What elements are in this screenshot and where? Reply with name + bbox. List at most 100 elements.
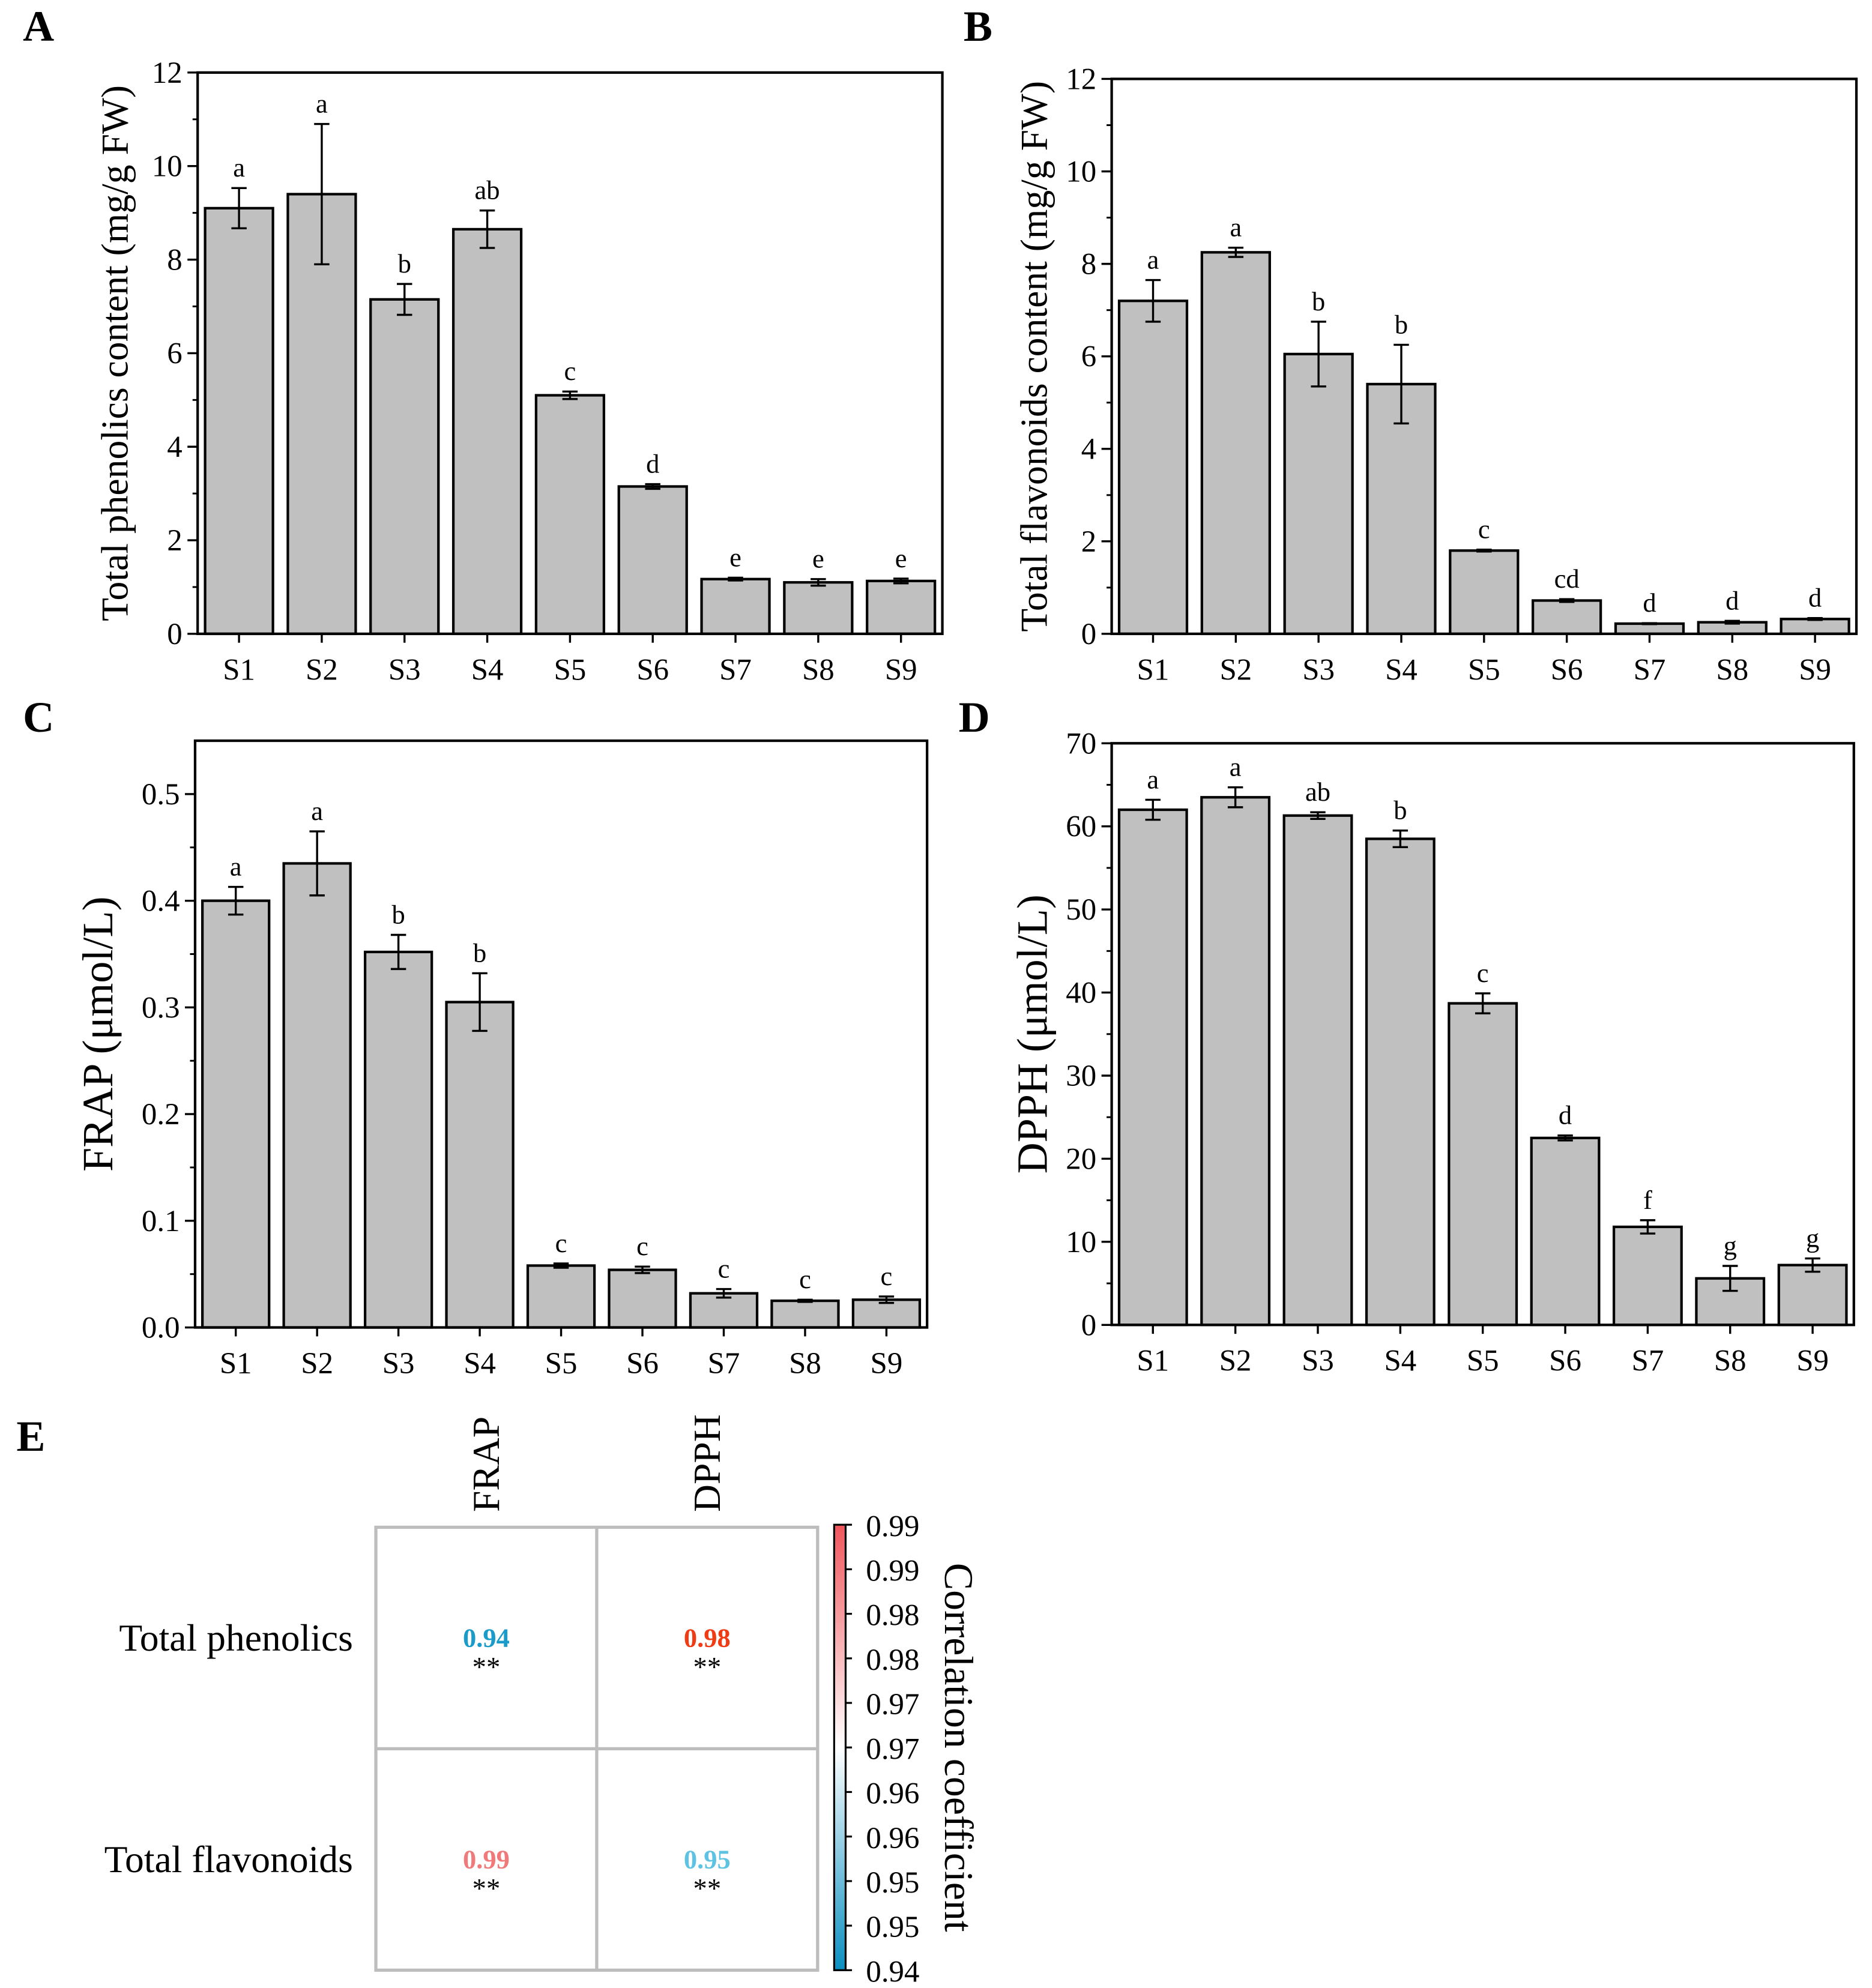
error-bar (716, 1288, 732, 1299)
significance-letter: c (555, 1228, 567, 1258)
y-tick-label: 30 (1066, 1059, 1096, 1093)
bar-S7 (700, 577, 771, 636)
y-tick-label: 4 (167, 430, 182, 464)
significance-mark: ** (693, 1873, 722, 1904)
y-tick-label: 0.5 (142, 778, 180, 812)
significance-letter: c (881, 1261, 893, 1291)
x-tick-label: S8 (789, 1347, 821, 1381)
x-tick-label: S5 (1467, 1345, 1499, 1378)
significance-letter: g (1724, 1230, 1737, 1261)
error-bar (1310, 811, 1326, 820)
error-bar (1392, 829, 1409, 849)
y-tick-label: 6 (1081, 340, 1096, 374)
y-axis-title: Total phenolics content (mg/g FW) (94, 85, 136, 621)
colorbar-tick-label: 0.99 (866, 1554, 919, 1588)
y-tick-label: 40 (1066, 977, 1096, 1010)
significance-letter: c (1478, 514, 1490, 544)
significance-letter: e (729, 542, 741, 572)
colorbar (833, 1523, 847, 1971)
panel-label: B (964, 2, 992, 50)
bar-S1 (1117, 300, 1189, 636)
x-tick-label: S2 (306, 653, 338, 687)
x-tick-label: S1 (1137, 653, 1170, 687)
bar-S5 (1448, 1002, 1518, 1327)
error-bar (635, 1265, 650, 1274)
error-bar (1145, 279, 1161, 323)
significance-letter: e (895, 543, 907, 573)
plot-frame (193, 739, 929, 1329)
y-tick-label: 12 (1066, 62, 1096, 96)
y-tick-label: 10 (152, 150, 183, 184)
x-tick-label: S4 (1384, 1345, 1416, 1378)
panel-label: A (23, 2, 54, 50)
correlation-value: 0.99 (463, 1845, 510, 1875)
significance-letter: b (473, 938, 486, 968)
x-tick-label: S8 (1714, 1345, 1747, 1378)
bar-S4 (1366, 382, 1437, 636)
error-bar (228, 885, 244, 916)
y-tick-label: 20 (1066, 1142, 1096, 1176)
y-tick-label: 8 (1081, 248, 1096, 282)
x-tick-label: S3 (382, 1347, 415, 1381)
bar-S9 (866, 579, 937, 636)
bar-S2 (1200, 796, 1271, 1327)
bar-S7 (1612, 1225, 1683, 1327)
significance-letter: b (391, 899, 405, 929)
colorbar-tick-label: 0.98 (866, 1599, 919, 1633)
bar-S4 (1365, 837, 1436, 1327)
significance-letter: d (646, 449, 659, 479)
x-tick-label: S7 (1632, 1345, 1664, 1378)
y-tick-label: 70 (1066, 727, 1096, 761)
significance-letter: c (636, 1231, 648, 1261)
y-tick-label: 10 (1066, 155, 1096, 189)
x-tick-label: S6 (636, 653, 669, 687)
x-tick-label: S4 (1385, 653, 1418, 687)
significance-letter: d (1726, 585, 1739, 615)
significance-letter: a (311, 796, 323, 826)
colorbar-tick-label: 0.95 (866, 1866, 919, 1900)
error-bar (728, 576, 743, 582)
significance-letter: b (1312, 286, 1325, 316)
significance-letter: e (812, 544, 824, 574)
x-tick-label: S4 (463, 1347, 496, 1381)
error-bar (1228, 246, 1244, 258)
colorbar-tick-label: 0.95 (866, 1911, 919, 1944)
significance-letter: a (1230, 752, 1242, 782)
significance-letter: a (316, 88, 328, 118)
error-bar (1476, 549, 1492, 553)
panel-C: Ca S1 a S2 b S3 b S4 c S5 c S6 c S7 c S8 c S9 0.0 0.1 0.2 0.3… (23, 693, 929, 1381)
y-axis-title: Total flavonoids content (mg/g FW) (1012, 81, 1055, 632)
colorbar-tick-label: 0.96 (866, 1822, 919, 1855)
significance-letter: b (1393, 795, 1407, 825)
error-bar (1393, 343, 1409, 425)
significance-letter: ab (1305, 777, 1330, 807)
x-tick-label: S1 (223, 653, 255, 687)
column-label: DPPH (686, 1414, 728, 1512)
x-tick-label: S6 (1549, 1345, 1581, 1378)
x-tick-label: S4 (471, 653, 504, 687)
error-bar (1475, 992, 1491, 1014)
x-tick-label: S7 (719, 653, 752, 687)
bar-S8 (770, 1299, 840, 1329)
x-tick-label: S2 (1219, 1345, 1252, 1378)
x-tick-label: S2 (301, 1347, 333, 1381)
significance-letter: a (1147, 245, 1159, 275)
y-tick-label: 10 (1066, 1226, 1096, 1259)
significance-letter: ab (475, 175, 500, 205)
bar-S1 (204, 206, 274, 636)
y-tick-label: 0 (1081, 618, 1096, 651)
panel-label: D (959, 693, 990, 741)
significance-letter: a (1230, 212, 1242, 242)
x-tick-label: S9 (885, 653, 917, 687)
colorbar-tick-label: 0.97 (866, 1688, 919, 1721)
error-bar (397, 283, 412, 316)
x-tick-label: S5 (545, 1347, 578, 1381)
colorbar-tick-label: 0.98 (866, 1643, 919, 1677)
correlation-value: 0.94 (463, 1623, 510, 1653)
x-tick-label: S7 (1634, 653, 1666, 687)
x-tick-label: S7 (708, 1347, 740, 1381)
panel-A: Aa S1 a S2 b S3 ab S4 c S5 d S6 e S7 e S8 e S9 0 2 4 6 8 10 12 To… (23, 2, 944, 687)
significance-mark: ** (473, 1652, 501, 1683)
